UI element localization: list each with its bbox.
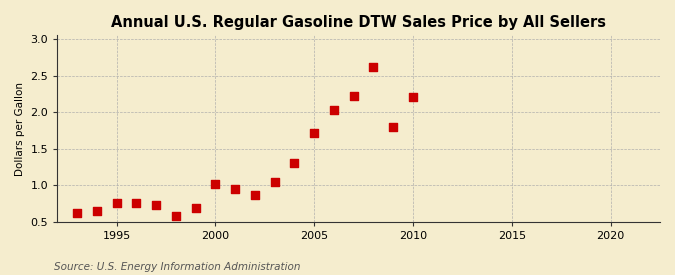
Point: [171, 214, 182, 218]
Point: [388, 125, 399, 129]
Point: [368, 65, 379, 69]
Title: Annual U.S. Regular Gasoline DTW Sales Price by All Sellers: Annual U.S. Regular Gasoline DTW Sales P…: [111, 15, 606, 30]
Point: [111, 201, 122, 206]
Point: [289, 161, 300, 166]
Point: [329, 108, 340, 112]
Point: [230, 187, 240, 191]
Point: [210, 182, 221, 187]
Point: [308, 130, 319, 135]
Point: [151, 203, 161, 207]
Point: [269, 179, 280, 184]
Text: Source: U.S. Energy Information Administration: Source: U.S. Energy Information Administ…: [54, 262, 300, 272]
Point: [131, 201, 142, 206]
Point: [348, 94, 359, 98]
Point: [408, 95, 418, 100]
Y-axis label: Dollars per Gallon: Dollars per Gallon: [15, 81, 25, 175]
Point: [250, 193, 261, 198]
Point: [190, 206, 201, 210]
Point: [91, 208, 102, 213]
Point: [72, 211, 82, 215]
